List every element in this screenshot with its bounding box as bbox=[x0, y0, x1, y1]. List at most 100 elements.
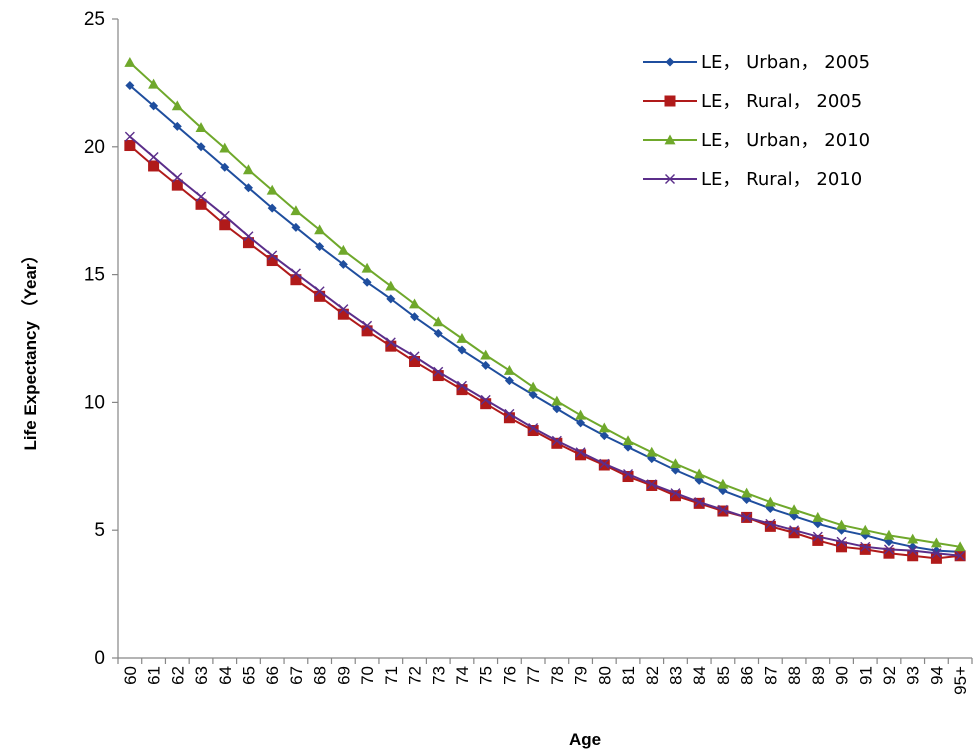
x-tick-label: 88 bbox=[785, 666, 804, 685]
data-point bbox=[243, 231, 254, 242]
x-marker-stroke bbox=[789, 525, 800, 536]
data-point bbox=[291, 222, 301, 232]
data-point bbox=[930, 537, 942, 548]
data-point bbox=[361, 262, 373, 273]
x-tick-label: 95+ bbox=[951, 666, 970, 695]
data-point bbox=[314, 290, 326, 302]
data-point bbox=[267, 203, 277, 213]
data-point bbox=[741, 487, 753, 498]
x-tick-label: 72 bbox=[406, 666, 425, 685]
data-point bbox=[433, 328, 443, 338]
series-1 bbox=[125, 80, 965, 557]
data-point bbox=[219, 142, 231, 153]
data-point bbox=[836, 519, 848, 530]
x-tick-label: 85 bbox=[714, 666, 733, 685]
x-tick-label: 68 bbox=[311, 666, 330, 685]
x-marker-stroke bbox=[148, 152, 159, 163]
data-point bbox=[669, 490, 681, 502]
x-tick-label: 79 bbox=[572, 666, 591, 685]
x-marker-stroke bbox=[362, 320, 373, 331]
data-point bbox=[195, 198, 207, 210]
data-point bbox=[124, 131, 135, 142]
x-tick-layer: 60 61 62 63 64 65 66 67 68 69 70 71 72 73 74 75 76 77 78 79… bbox=[117, 658, 973, 695]
data-point bbox=[362, 320, 373, 331]
x-marker-stroke bbox=[931, 548, 942, 559]
data-point bbox=[148, 152, 159, 163]
data-point bbox=[859, 524, 871, 535]
data-point bbox=[432, 370, 444, 382]
legend: LE， Urban， 2005 LE， Rural， 2005 LE， Urban，… bbox=[643, 52, 870, 190]
x-tick-label: 66 bbox=[263, 666, 282, 685]
data-point bbox=[788, 504, 800, 515]
x-tick-label: 60 bbox=[121, 666, 140, 685]
legend-label: LE， Urban， 2005 bbox=[701, 52, 870, 73]
x-tick-label: 90 bbox=[833, 666, 852, 685]
x-marker-stroke bbox=[504, 408, 515, 419]
data-point bbox=[883, 529, 895, 540]
x-marker-stroke bbox=[172, 172, 183, 183]
x-tick-label: 81 bbox=[619, 666, 638, 685]
data-point bbox=[480, 349, 492, 360]
x-tick-label: 77 bbox=[524, 666, 543, 685]
data-point bbox=[954, 541, 966, 552]
y-tick-label: 15 bbox=[84, 265, 105, 286]
x-marker-stroke bbox=[670, 488, 681, 499]
x-marker-stroke bbox=[907, 545, 918, 556]
data-point bbox=[124, 140, 136, 152]
data-point bbox=[812, 531, 823, 542]
data-point bbox=[290, 274, 302, 286]
data-point bbox=[266, 255, 278, 267]
x-tick-label: 73 bbox=[429, 666, 448, 685]
legend-label: LE， Urban， 2010 bbox=[701, 130, 870, 151]
series-2 bbox=[124, 140, 966, 564]
data-point bbox=[243, 183, 253, 193]
data-point bbox=[172, 121, 182, 131]
x-tick-label: 86 bbox=[738, 666, 757, 685]
data-point bbox=[148, 78, 160, 89]
x-tick-label: 62 bbox=[168, 666, 187, 685]
data-point bbox=[242, 237, 254, 249]
legend-marker bbox=[664, 95, 676, 107]
x-tick-label: 76 bbox=[500, 666, 519, 685]
x-tick-label: 71 bbox=[382, 666, 401, 685]
x-marker-stroke bbox=[290, 268, 301, 279]
x-marker-stroke bbox=[243, 231, 254, 242]
data-point bbox=[907, 533, 919, 544]
x-marker-stroke bbox=[456, 380, 467, 391]
data-point bbox=[883, 547, 895, 559]
data-point bbox=[386, 294, 396, 304]
x-marker-stroke bbox=[836, 536, 847, 547]
data-point bbox=[907, 545, 918, 556]
legend-item: LE， Rural， 2010 bbox=[643, 169, 862, 190]
x-tick-label: 78 bbox=[548, 666, 567, 685]
x-tick-label: 91 bbox=[856, 666, 875, 685]
axes-layer bbox=[117, 19, 972, 659]
data-point bbox=[836, 541, 848, 553]
x-tick-label: 74 bbox=[453, 666, 472, 685]
data-point bbox=[314, 286, 325, 297]
data-point bbox=[457, 345, 467, 355]
data-point bbox=[599, 458, 610, 469]
series-3 bbox=[124, 56, 966, 552]
x-marker-stroke bbox=[480, 394, 491, 405]
y-tick-label: 20 bbox=[84, 137, 105, 158]
x-marker-stroke bbox=[860, 541, 871, 552]
data-point bbox=[456, 384, 468, 396]
data-point bbox=[575, 447, 586, 458]
x-tick-label: 82 bbox=[643, 666, 662, 685]
data-point bbox=[338, 259, 348, 269]
data-point bbox=[694, 497, 705, 508]
data-point bbox=[669, 458, 681, 469]
x-tick-label: 94 bbox=[927, 666, 946, 685]
data-point bbox=[124, 56, 136, 67]
data-point bbox=[859, 543, 871, 555]
data-point bbox=[812, 511, 824, 522]
x-marker-stroke bbox=[646, 479, 657, 490]
data-point bbox=[314, 224, 326, 235]
data-point bbox=[646, 479, 657, 490]
x-marker-stroke bbox=[665, 174, 675, 184]
data-point bbox=[764, 496, 776, 507]
x-marker-stroke bbox=[219, 210, 230, 221]
data-point bbox=[693, 468, 705, 479]
